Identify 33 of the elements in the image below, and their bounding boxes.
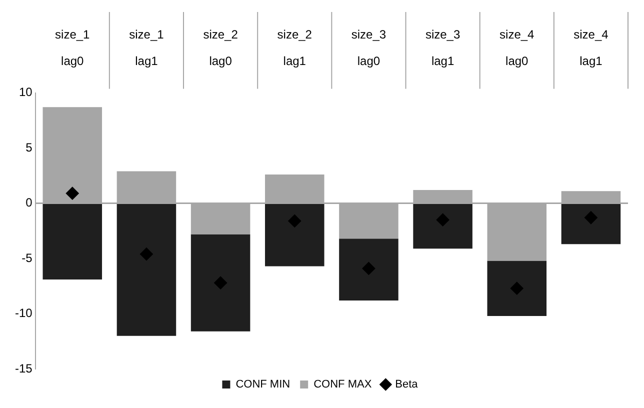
legend-label: CONF MAX <box>314 378 372 391</box>
point <box>584 211 598 224</box>
y-tick-label: -10 <box>15 306 33 320</box>
y-tick-label: 10 <box>18 85 33 100</box>
bar <box>413 203 472 249</box>
point <box>66 186 79 200</box>
x-tick-label: size_3 lag1 <box>425 28 460 68</box>
y-tick-label: -5 <box>22 250 33 265</box>
y-tick-label: -15 <box>15 361 33 376</box>
x-tick-label: size_4 lag0 <box>500 28 535 68</box>
bar <box>487 260 547 316</box>
bar <box>116 203 176 336</box>
legend-label: CONF MIN <box>236 378 290 391</box>
point <box>436 213 450 226</box>
point <box>140 248 153 261</box>
point <box>362 262 376 275</box>
point <box>288 214 302 228</box>
bar <box>561 203 621 244</box>
x-tick-label: size_1 lag0 <box>55 28 90 68</box>
bar <box>190 234 250 332</box>
bar <box>339 238 398 301</box>
x-tick-label: size_2 lag0 <box>203 28 238 68</box>
y-tick-label: 5 <box>26 140 33 154</box>
x-tick-label: size_2 lag1 <box>277 28 312 68</box>
bar <box>42 203 102 280</box>
y-tick-label: 0 <box>26 196 33 210</box>
point <box>510 282 524 295</box>
x-tick-label: size_4 lag1 <box>574 28 609 68</box>
bar <box>265 203 324 266</box>
x-tick-label: size_1 lag1 <box>129 28 164 68</box>
x-tick-label: size_3 lag0 <box>351 28 386 68</box>
point <box>214 276 228 290</box>
legend-label: Beta <box>395 378 419 391</box>
